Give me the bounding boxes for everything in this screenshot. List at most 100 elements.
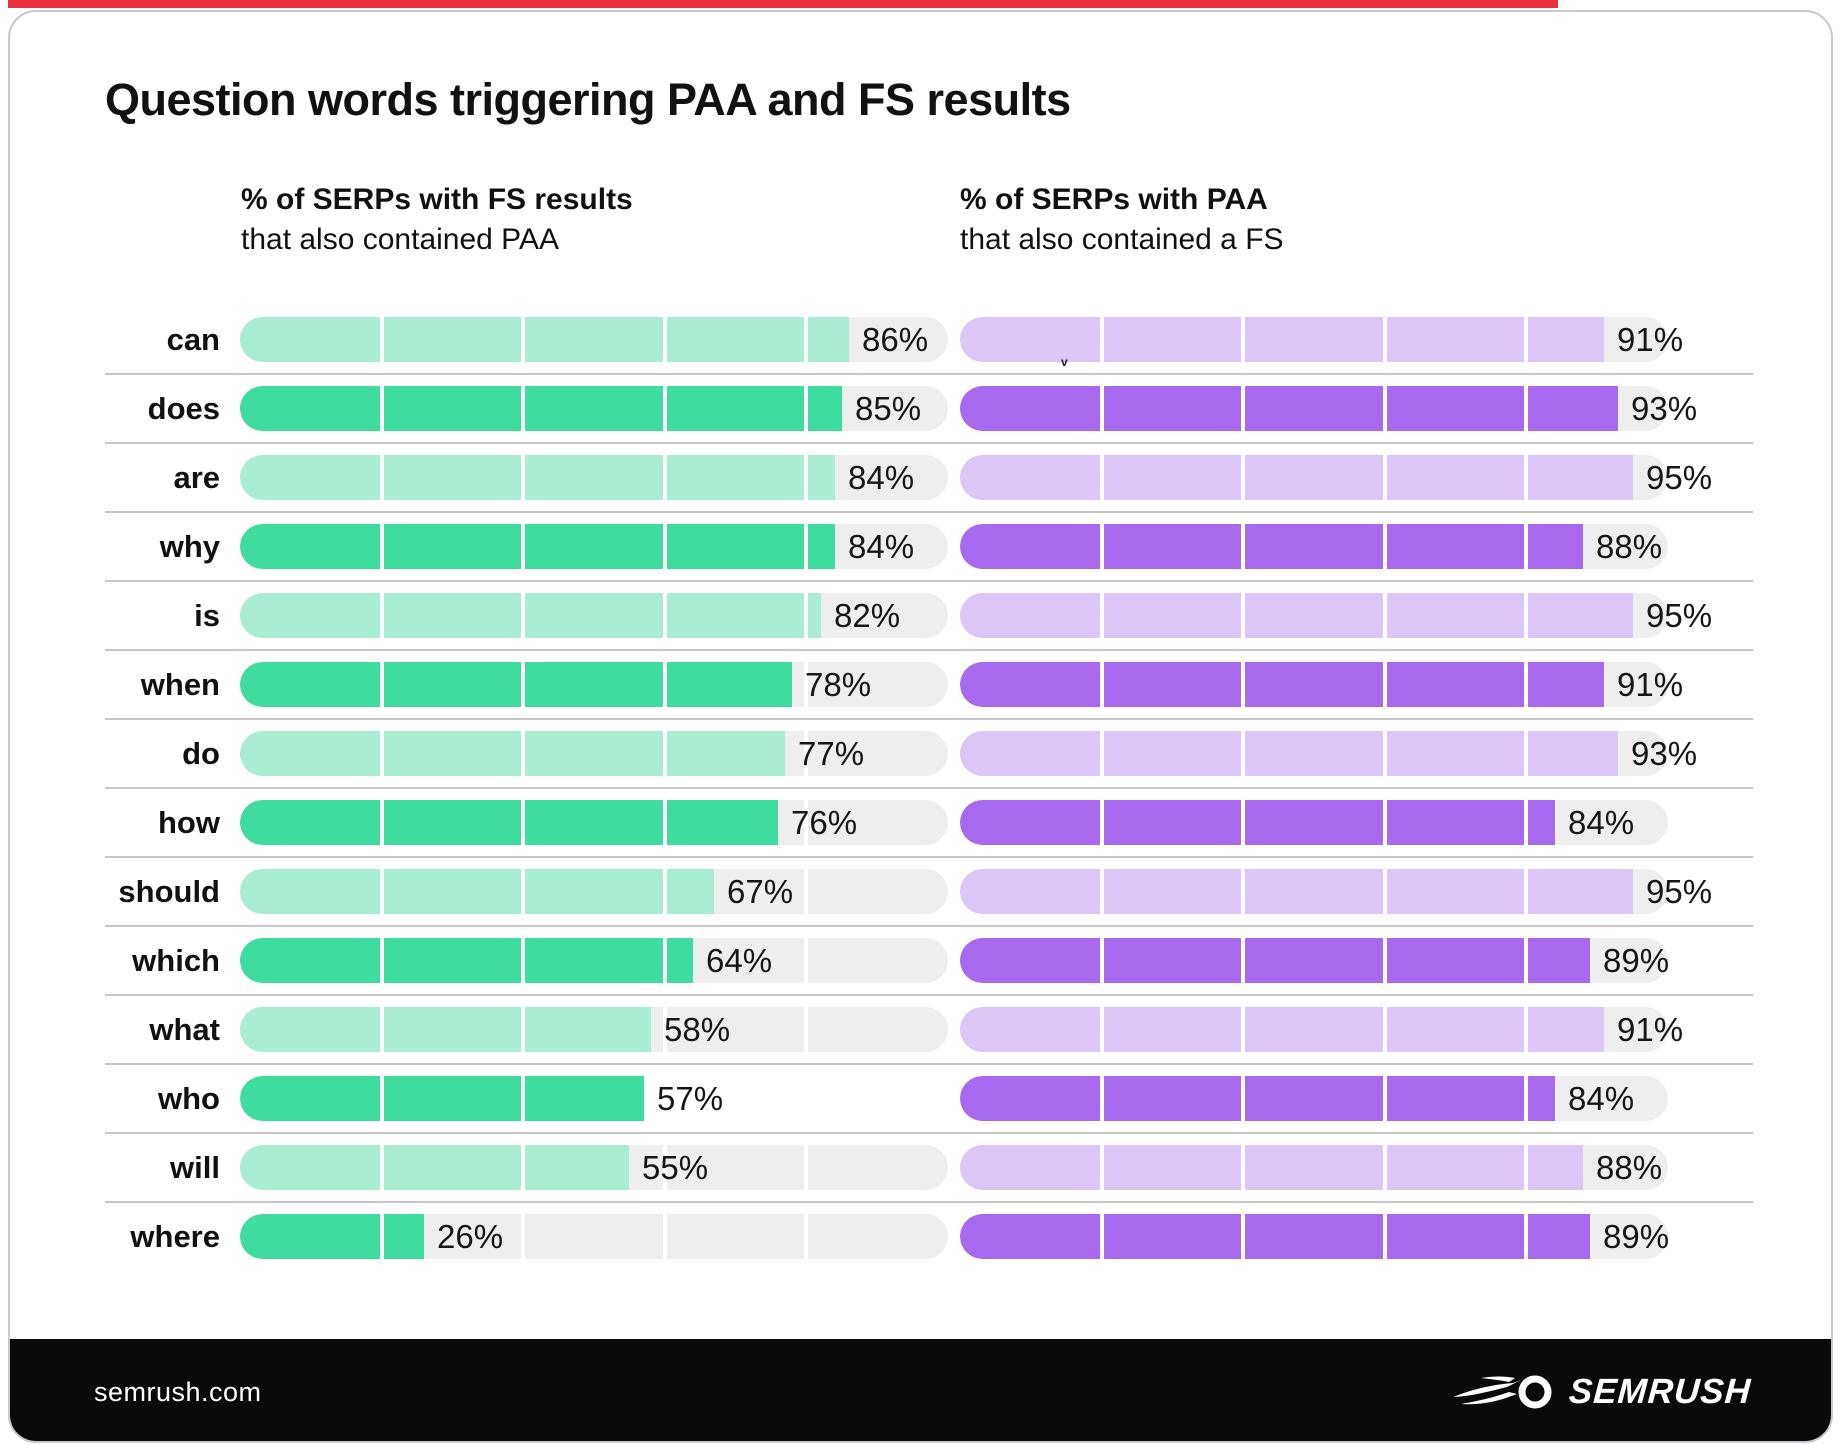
paa-bar bbox=[960, 524, 1668, 569]
comet-flame-icon bbox=[1452, 1375, 1552, 1409]
bar-fill bbox=[960, 869, 1633, 914]
chart-row: how 76% 84% bbox=[10, 800, 1831, 845]
segment-divider bbox=[804, 317, 808, 362]
segment-divider bbox=[380, 800, 384, 845]
top-accent-strip bbox=[8, 0, 1558, 8]
segment-divider bbox=[380, 938, 384, 983]
bar-fill bbox=[240, 593, 821, 638]
segment-divider bbox=[1383, 1145, 1387, 1190]
row-separator bbox=[105, 373, 1753, 375]
bar-fill bbox=[960, 1076, 1555, 1121]
segment-divider bbox=[663, 1214, 667, 1259]
segment-divider bbox=[521, 938, 525, 983]
segment-divider bbox=[380, 662, 384, 707]
category-label: what bbox=[149, 1012, 220, 1047]
segment-divider bbox=[521, 800, 525, 845]
chart-row: should 67% 95% bbox=[10, 869, 1831, 914]
paa-value-label: 95% bbox=[1646, 597, 1713, 634]
segment-divider bbox=[1100, 593, 1104, 638]
paa-bar bbox=[960, 869, 1668, 914]
segment-divider bbox=[380, 869, 384, 914]
segment-divider bbox=[663, 386, 667, 431]
bar-fill bbox=[960, 1214, 1590, 1259]
bar-fill bbox=[960, 317, 1604, 362]
paa-bar bbox=[960, 1007, 1668, 1052]
segment-divider bbox=[521, 662, 525, 707]
left-column-header: % of SERPs with FS results that also con… bbox=[241, 180, 633, 260]
category-label: why bbox=[159, 529, 220, 564]
segment-divider bbox=[521, 1145, 525, 1190]
fs-bar bbox=[240, 1076, 948, 1121]
paa-value-label: 88% bbox=[1596, 528, 1663, 565]
segment-divider bbox=[1524, 731, 1528, 776]
fs-value-label: 76% bbox=[791, 804, 858, 841]
segment-divider bbox=[380, 1214, 384, 1259]
segment-divider bbox=[521, 593, 525, 638]
semrush-wordmark: SEMRUSH bbox=[1567, 1372, 1753, 1411]
right-column-header: % of SERPs with PAA that also contained … bbox=[960, 180, 1284, 260]
page-title: Question words triggering PAA and FS res… bbox=[105, 74, 1071, 125]
segment-divider bbox=[663, 1145, 667, 1190]
segment-divider bbox=[1100, 800, 1104, 845]
chart-row: can 86% 91% bbox=[10, 317, 1831, 362]
fs-bar bbox=[240, 731, 948, 776]
segment-divider bbox=[1383, 662, 1387, 707]
fs-bar bbox=[240, 662, 948, 707]
segment-divider bbox=[1383, 524, 1387, 569]
segment-divider bbox=[1100, 662, 1104, 707]
segment-divider bbox=[804, 800, 808, 845]
segment-divider bbox=[663, 731, 667, 776]
fs-bar bbox=[240, 938, 948, 983]
segment-divider bbox=[804, 524, 808, 569]
row-separator bbox=[105, 442, 1753, 444]
bar-fill bbox=[960, 1007, 1604, 1052]
segment-divider bbox=[521, 1076, 525, 1121]
segment-divider bbox=[521, 317, 525, 362]
segment-divider bbox=[1241, 1214, 1245, 1259]
footer-site-url: semrush.com bbox=[94, 1376, 262, 1407]
chart-row: do 77% 93% bbox=[10, 731, 1831, 776]
fs-value-label: 57% bbox=[657, 1080, 724, 1117]
segment-divider bbox=[1383, 593, 1387, 638]
segment-divider bbox=[1100, 1007, 1104, 1052]
category-label: are bbox=[173, 460, 220, 495]
bar-fill bbox=[240, 1007, 651, 1052]
segment-divider bbox=[804, 731, 808, 776]
paa-bar bbox=[960, 593, 1668, 638]
fs-value-label: 77% bbox=[798, 735, 865, 772]
row-separator bbox=[105, 1132, 1753, 1134]
segment-divider bbox=[1241, 524, 1245, 569]
segment-divider bbox=[380, 455, 384, 500]
segment-divider bbox=[1241, 662, 1245, 707]
segment-divider bbox=[1241, 869, 1245, 914]
segment-divider bbox=[663, 524, 667, 569]
paa-value-label: 84% bbox=[1568, 1080, 1635, 1117]
fs-bar bbox=[240, 317, 948, 362]
segment-divider bbox=[1524, 1007, 1528, 1052]
bar-fill bbox=[240, 869, 714, 914]
paa-value-label: 93% bbox=[1631, 735, 1698, 772]
row-separator bbox=[105, 718, 1753, 720]
right-column-subtitle: that also contained a FS bbox=[960, 223, 1284, 256]
chart-row: why 84% 88% bbox=[10, 524, 1831, 569]
fs-bar bbox=[240, 524, 948, 569]
segment-divider bbox=[1241, 1076, 1245, 1121]
paa-bar bbox=[960, 1214, 1668, 1259]
segment-divider bbox=[663, 800, 667, 845]
segment-divider bbox=[380, 1145, 384, 1190]
fs-bar bbox=[240, 386, 948, 431]
segment-divider bbox=[380, 386, 384, 431]
segment-divider bbox=[804, 386, 808, 431]
bar-fill bbox=[240, 1076, 644, 1121]
paa-value-label: 84% bbox=[1568, 804, 1635, 841]
category-label: who bbox=[158, 1081, 220, 1116]
chart-row: which 64% 89% bbox=[10, 938, 1831, 983]
segment-divider bbox=[521, 731, 525, 776]
category-label: do bbox=[182, 736, 220, 771]
segment-divider bbox=[663, 1007, 667, 1052]
category-label: does bbox=[147, 391, 220, 426]
bar-fill bbox=[960, 386, 1618, 431]
segment-divider bbox=[1241, 800, 1245, 845]
segment-divider bbox=[1100, 455, 1104, 500]
category-label: can bbox=[166, 322, 220, 357]
